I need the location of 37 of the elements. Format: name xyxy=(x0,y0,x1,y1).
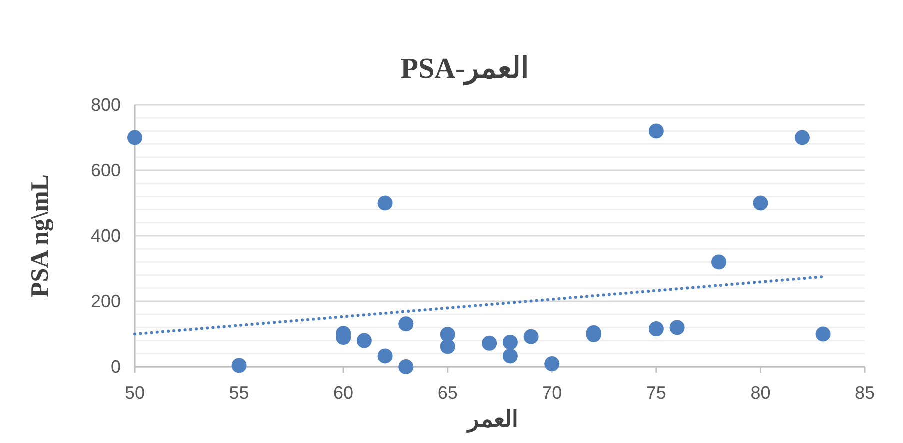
point xyxy=(440,339,456,354)
y-tick-label: 200 xyxy=(90,292,121,312)
x-axis-title: العمر xyxy=(466,407,518,434)
point xyxy=(794,130,810,146)
x-tick-label: 50 xyxy=(124,383,146,403)
x-tick-label: 70 xyxy=(542,383,562,403)
y-tick-label: 0 xyxy=(110,357,121,377)
point xyxy=(502,334,518,350)
point xyxy=(648,124,664,139)
point xyxy=(544,356,560,372)
point xyxy=(712,254,726,270)
point xyxy=(524,329,539,344)
point xyxy=(378,196,393,211)
point xyxy=(648,322,664,337)
point xyxy=(232,358,247,374)
x-tick-label: 85 xyxy=(854,383,876,403)
y-tick-label: 600 xyxy=(90,160,121,180)
point xyxy=(128,130,142,146)
point xyxy=(356,333,372,348)
y-tick-label: 400 xyxy=(90,226,121,246)
point xyxy=(816,326,831,342)
point xyxy=(482,336,498,351)
point xyxy=(378,348,393,364)
x-tick-label: 80 xyxy=(750,383,771,403)
x-tick-label: 65 xyxy=(438,383,458,403)
x-tick-label: 75 xyxy=(646,383,666,403)
y-tick-label: 800 xyxy=(90,95,121,115)
point xyxy=(440,327,456,342)
point xyxy=(670,320,685,336)
point xyxy=(398,360,414,374)
point xyxy=(753,196,768,211)
point xyxy=(398,316,414,332)
x-tick-label: 60 xyxy=(334,383,354,403)
point xyxy=(502,348,518,364)
chart-title: PSA-العمر xyxy=(400,53,530,86)
y-axis-title: PSA ng\mL xyxy=(27,174,54,298)
x-tick-label: 55 xyxy=(229,383,250,403)
